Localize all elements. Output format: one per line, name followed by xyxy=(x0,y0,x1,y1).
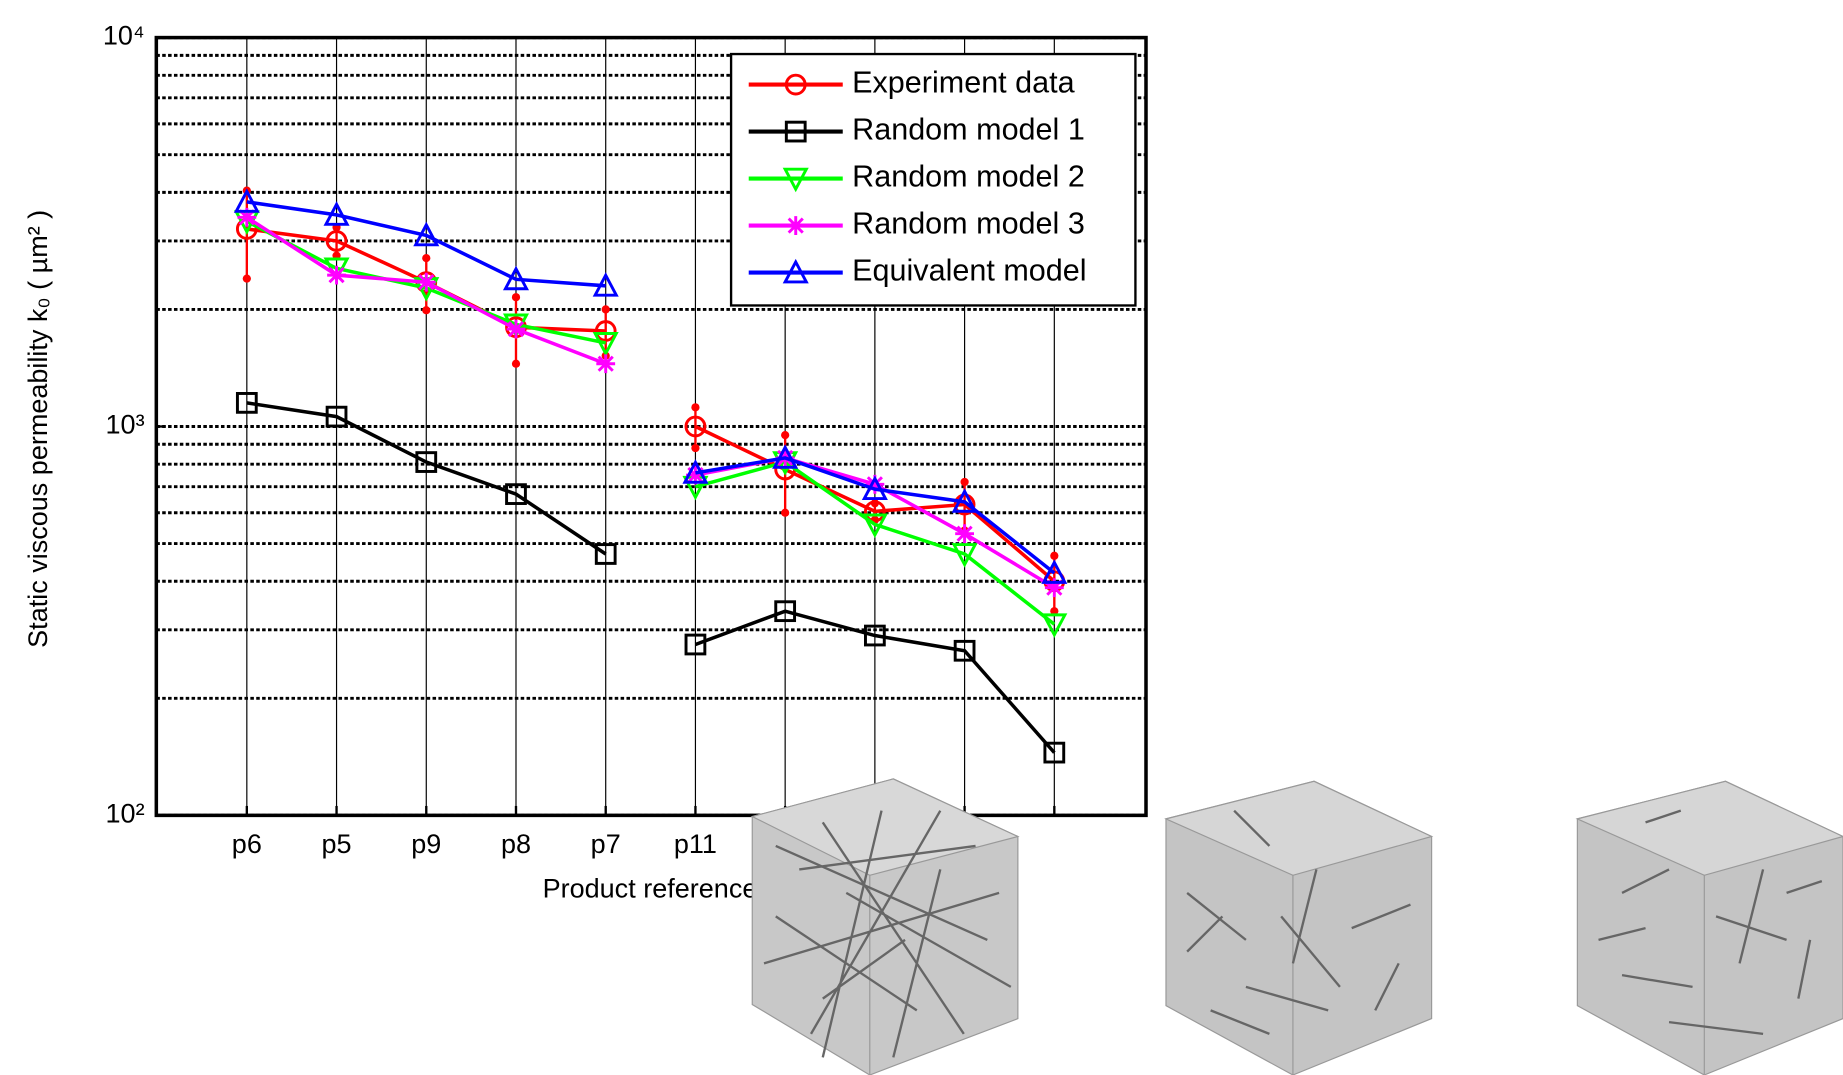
error-bar-cap xyxy=(691,443,700,453)
error-bar-cap xyxy=(781,431,790,440)
marker xyxy=(784,73,807,96)
cube-illustrations xyxy=(750,778,1843,1075)
marker xyxy=(592,272,619,297)
marker xyxy=(861,513,888,539)
error-bar-cap xyxy=(781,508,790,517)
marker xyxy=(233,188,260,213)
marker xyxy=(951,488,978,513)
legend-label: Random model 1 xyxy=(852,113,1085,147)
marker xyxy=(1041,559,1068,584)
marker xyxy=(237,207,257,227)
legend-label: Equivalent model xyxy=(852,254,1086,288)
cube xyxy=(750,778,1020,1075)
marker xyxy=(502,265,530,291)
error-bar-cap xyxy=(601,305,610,314)
cube xyxy=(1575,780,1843,1075)
marker xyxy=(772,444,799,469)
marker xyxy=(1043,741,1066,764)
series-line xyxy=(695,456,1056,575)
marker xyxy=(325,405,348,428)
marker xyxy=(323,201,350,226)
marker xyxy=(592,332,619,357)
legend-label: Experiment data xyxy=(852,66,1074,100)
marker xyxy=(594,320,617,342)
cube-top xyxy=(750,778,1020,876)
marker xyxy=(505,483,527,505)
cube xyxy=(1164,780,1434,1075)
error-bar-cap xyxy=(960,477,969,487)
marker xyxy=(784,120,807,143)
error-bar-cap xyxy=(422,306,431,315)
series-line xyxy=(246,200,606,288)
marker xyxy=(1044,578,1064,598)
marker xyxy=(865,474,885,494)
cube-fibers xyxy=(763,810,1012,1058)
marker xyxy=(325,230,348,252)
marker xyxy=(782,167,809,193)
series-line xyxy=(694,460,1056,626)
marker xyxy=(413,221,440,247)
error-bar-cap xyxy=(691,403,700,412)
marker xyxy=(786,216,806,235)
x-tick-label: p6 xyxy=(232,829,262,859)
legend-label: Random model 2 xyxy=(852,160,1085,194)
error-bar-cap xyxy=(1050,607,1059,616)
marker xyxy=(415,451,438,473)
marker xyxy=(686,465,705,485)
x-tick-label: p5 xyxy=(322,829,352,859)
cube-top xyxy=(1164,780,1434,876)
error-bar-cap xyxy=(422,253,431,263)
marker xyxy=(506,319,526,339)
y-tick-label: 10⁴ xyxy=(103,21,145,51)
error-bar-cap xyxy=(511,359,521,368)
marker xyxy=(955,524,975,544)
x-tick-label: p8 xyxy=(501,829,531,859)
error-bar-cap xyxy=(1050,551,1059,560)
marker xyxy=(953,493,976,516)
marker xyxy=(596,354,616,374)
series-line xyxy=(694,609,1056,754)
x-tick-label: p11 xyxy=(674,829,717,859)
marker xyxy=(594,543,617,565)
series-line xyxy=(246,401,607,556)
x-axis-label: Product reference xyxy=(543,874,758,904)
marker xyxy=(864,500,886,523)
x-tick-label: p9 xyxy=(411,829,441,859)
plot-frame xyxy=(154,35,1148,818)
marker xyxy=(864,624,886,647)
cube-top xyxy=(1575,780,1843,876)
error-bar-cap xyxy=(242,274,251,283)
plot: 10² 10³ 10⁴ p6 p5 p9 p8 p7 p11 Experiment data Ran… xyxy=(103,21,1148,859)
marker xyxy=(951,543,978,568)
y-axis-label: Static viscous permeability k₀ ( µm² ) xyxy=(23,210,53,648)
y-tick-label: 10³ xyxy=(106,410,145,440)
marker xyxy=(861,475,888,501)
marker xyxy=(235,392,258,414)
marker xyxy=(682,459,709,484)
legend-label: Random model 3 xyxy=(852,207,1085,241)
marker xyxy=(327,265,346,285)
marker xyxy=(684,633,707,656)
error-bar-cap xyxy=(511,293,521,302)
y-tick-label: 10² xyxy=(106,798,145,828)
marker xyxy=(953,639,976,662)
marker xyxy=(782,258,809,284)
marker xyxy=(1041,613,1068,638)
legend: Experiment data Random model 1 Random mode… xyxy=(729,52,1137,307)
cube-fibers xyxy=(1598,809,1823,1036)
cube-fibers xyxy=(1186,809,1411,1035)
marker xyxy=(416,272,436,292)
marker xyxy=(684,415,707,438)
series-line xyxy=(694,424,1056,583)
x-tick-label: p7 xyxy=(591,829,621,859)
marker xyxy=(774,600,797,623)
